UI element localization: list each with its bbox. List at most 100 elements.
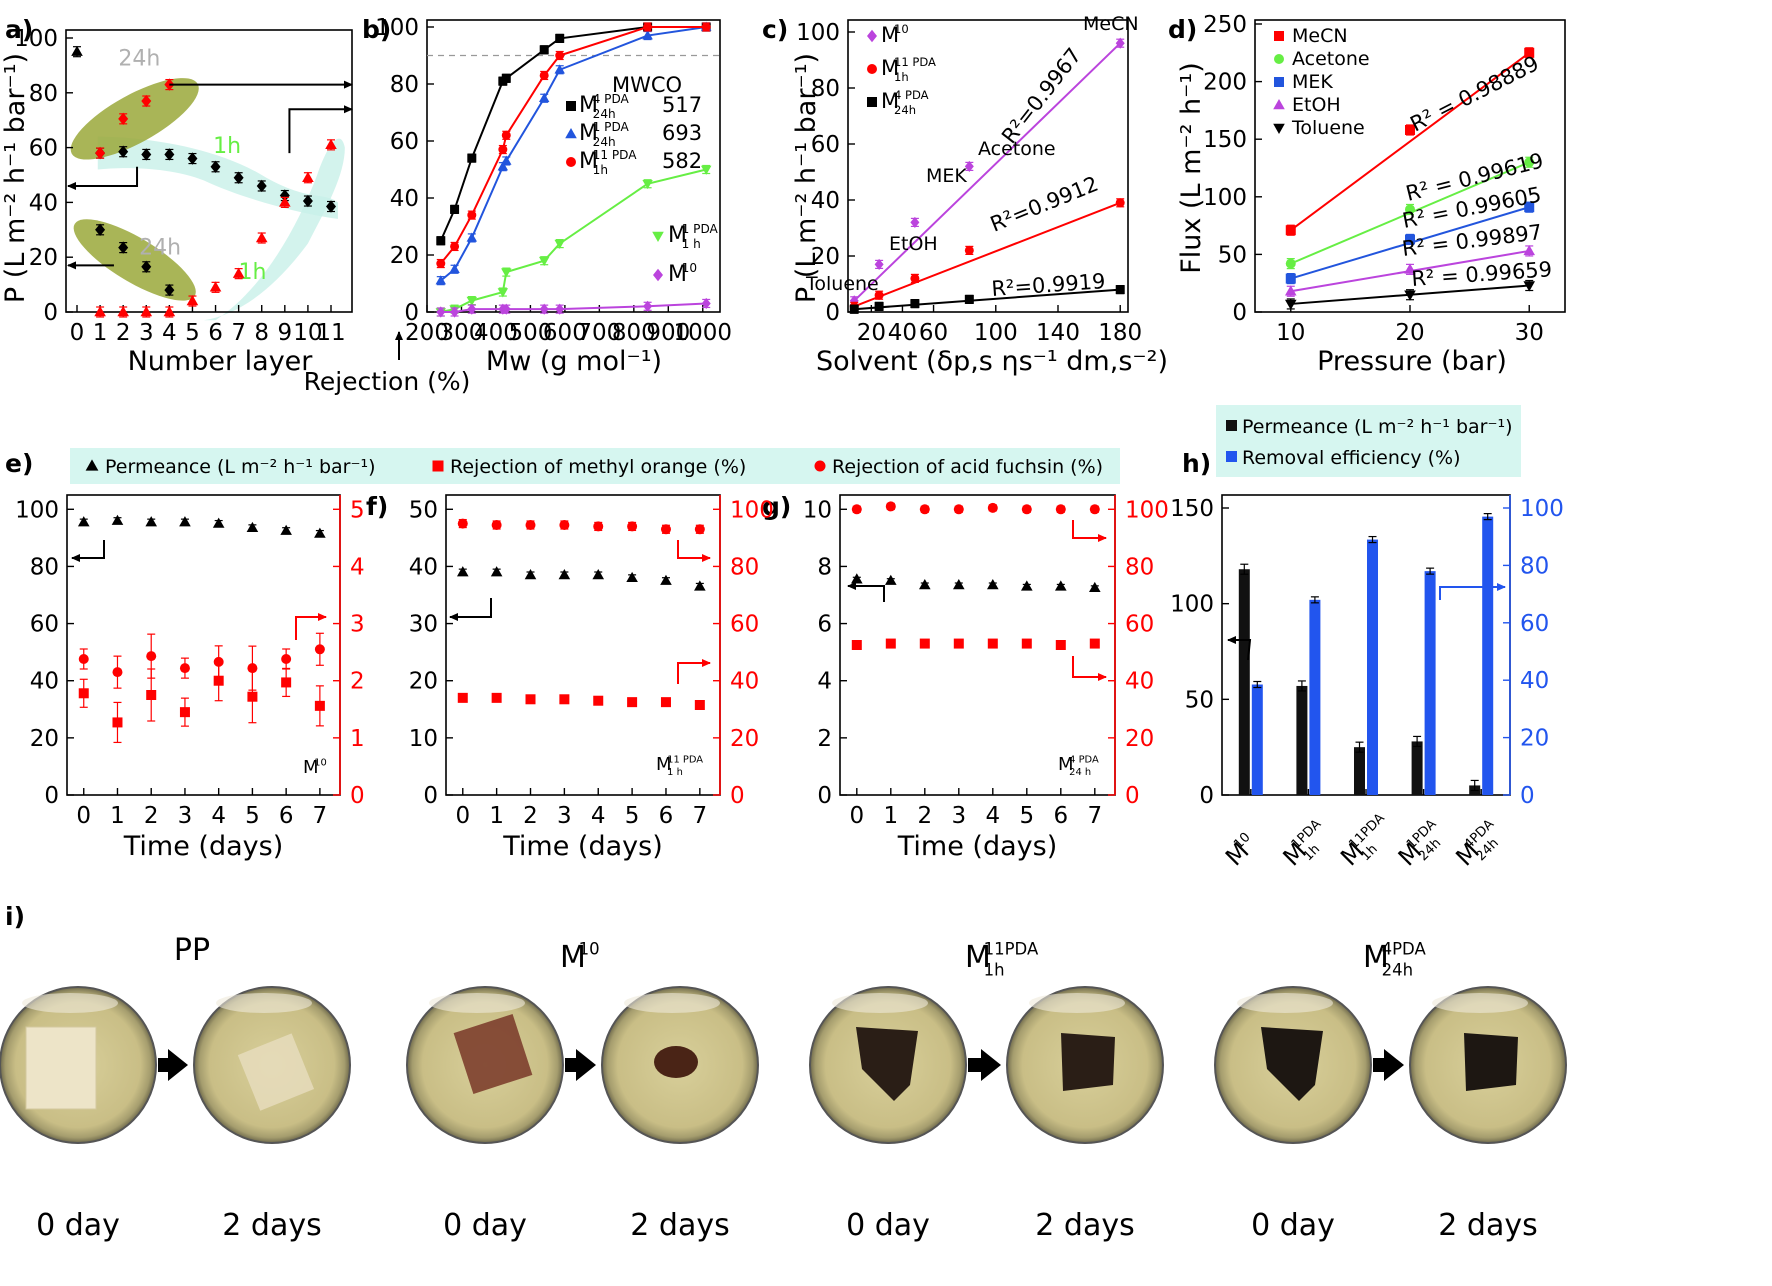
x-tick-label: 7 [231,320,246,346]
data-point [467,303,477,315]
y-right-tick-label: 80 [730,554,759,580]
photo-caption: 0 day [443,1208,527,1243]
data-point [112,667,123,678]
axis-arrow [288,105,353,154]
legend-label-base: M [881,89,899,113]
legend-label-base: M [881,56,899,80]
data-point [964,245,974,255]
x-tick-label: 2 [144,803,159,829]
x-tick-label: 3 [178,803,193,829]
data-point [209,281,222,292]
data-point [247,691,258,702]
x-tick-label: 60 [919,320,948,346]
y-tick-label: 0 [44,783,59,809]
annotation-1h: 1h [239,260,267,285]
data-point [593,521,604,532]
legend-label-base: M [579,121,598,146]
panel-d-chart: 10 20 30 0 50 100 150 200 250 Pressure (bar) Flux … [1176,12,1566,377]
x-tick-label: 0 [455,803,470,829]
photo-caption: 0 day [36,1208,120,1243]
panel-label: f) [366,492,388,521]
data-point [701,22,711,32]
axis-arrow [1439,583,1506,600]
y-tick-label: 40 [811,188,840,214]
x-tick-label: 8 [254,320,269,346]
y-right-tick-label: 5 [350,497,365,523]
data-point [187,152,198,165]
data-point [885,574,897,585]
data-point [490,566,503,577]
data-point [118,112,129,126]
legend-marker [565,128,577,139]
bar-permeance [1354,747,1365,795]
solvent-label: MeCN [1083,13,1139,35]
series-line [440,168,707,313]
y-right-tick-label: 60 [1520,611,1549,637]
legend-label-sub: 24h [593,107,616,121]
x-tick-label: 1 [110,803,125,829]
data-point [660,574,672,585]
data-point [466,296,478,306]
legend-label: Acetone [1292,48,1370,70]
sample-label: M10 [303,757,327,778]
y-right-tick-label: 20 [1520,726,1549,752]
x-tick-label: 200 [405,320,449,346]
legend-label-base: M [579,93,598,118]
legend-label-sub: 1h [593,163,608,177]
sample-label: M11 PDA 1 h [656,754,703,778]
legend-marker [566,157,576,167]
data-point [539,70,549,80]
membrane-sample [654,1046,698,1078]
data-point [1524,202,1535,213]
y-tick-label: 80 [29,81,58,107]
legend-label: Removal efficiency (%) [1242,447,1461,469]
photo-caption: 0 day [1251,1208,1335,1243]
mwco-value: 517 [662,93,702,117]
photo-pair: M10 0 day 2 days [406,939,759,1243]
y-tick-label: 80 [30,554,59,580]
dish-highlight [1029,993,1125,1013]
axes-frame [66,494,341,796]
x-tick-label: 1000 [673,320,732,346]
data-point [436,306,446,318]
x-tick-label: 5 [245,803,260,829]
panel-label: b) [362,15,391,44]
data-point [281,654,292,664]
y-right-tick-label: 0 [730,783,745,809]
axes-frame [839,494,1116,796]
data-point [456,566,469,577]
legend-marker [1274,54,1284,64]
y-tick-label: 8 [817,554,832,580]
data-point [1055,504,1066,515]
x-tick-label: 6 [659,803,674,829]
data-point [539,45,549,55]
bar-permeance [1238,569,1250,795]
y-tick-label: 80 [390,72,419,98]
data-point [140,306,153,317]
mwco-value: 693 [662,121,702,145]
y-right-tick-label: 2 [350,669,365,695]
data-point [436,236,446,246]
rejection-axis-label: Rejection (%) [304,367,471,396]
axis-arrow [71,540,105,562]
photo-caption: 2 days [1035,1208,1134,1243]
y-right-tick-label: 20 [730,726,759,752]
data-point [326,200,336,213]
legend-swatch [1226,451,1237,462]
data-point [660,697,671,708]
data-point [501,73,511,83]
legend-marker [1274,31,1284,41]
region-24h-lower [73,219,196,301]
data-point [497,161,509,171]
y-tick-label: 100 [1203,185,1247,211]
legend-label-sup: 1 PDA [682,222,719,236]
fit-line [1290,51,1530,232]
legend-marker [432,460,444,472]
